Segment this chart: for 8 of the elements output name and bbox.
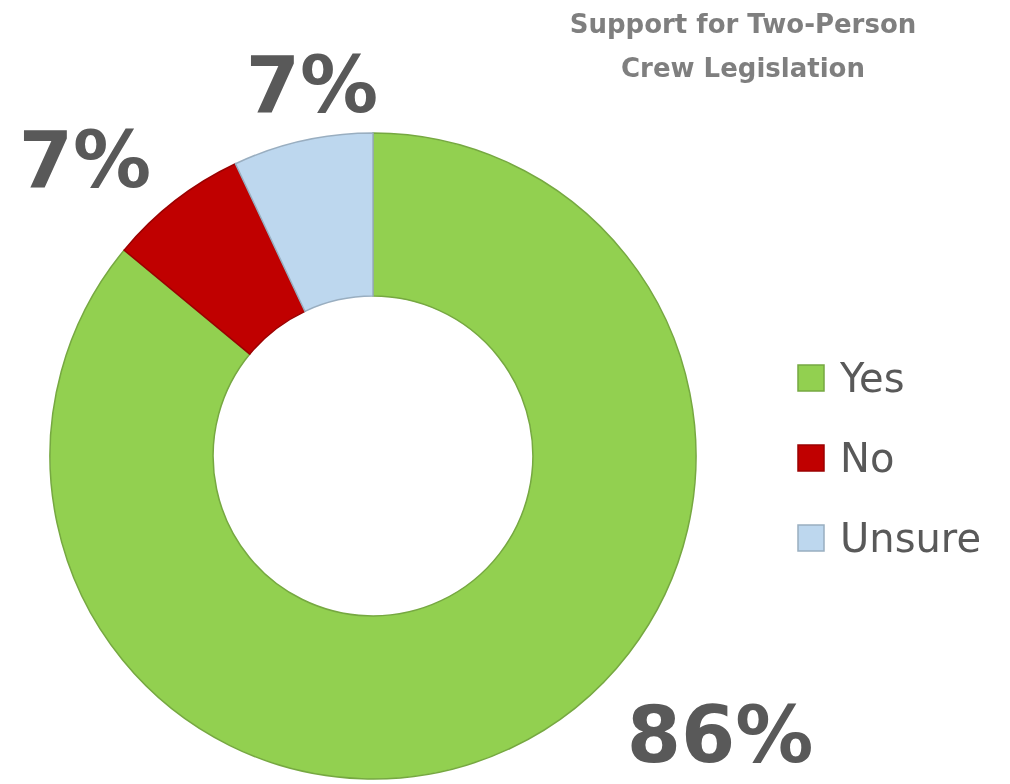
data-label: 7% [245,40,379,130]
legend-label: Unsure [840,515,981,561]
donut-slice [234,132,374,313]
chart-title: Support for Two-Person Crew Legislation [569,9,917,83]
legend-label: No [840,435,895,481]
legend-label: Yes [839,355,905,401]
data-label: 7% [18,115,152,205]
data-label: 86% [626,690,814,780]
